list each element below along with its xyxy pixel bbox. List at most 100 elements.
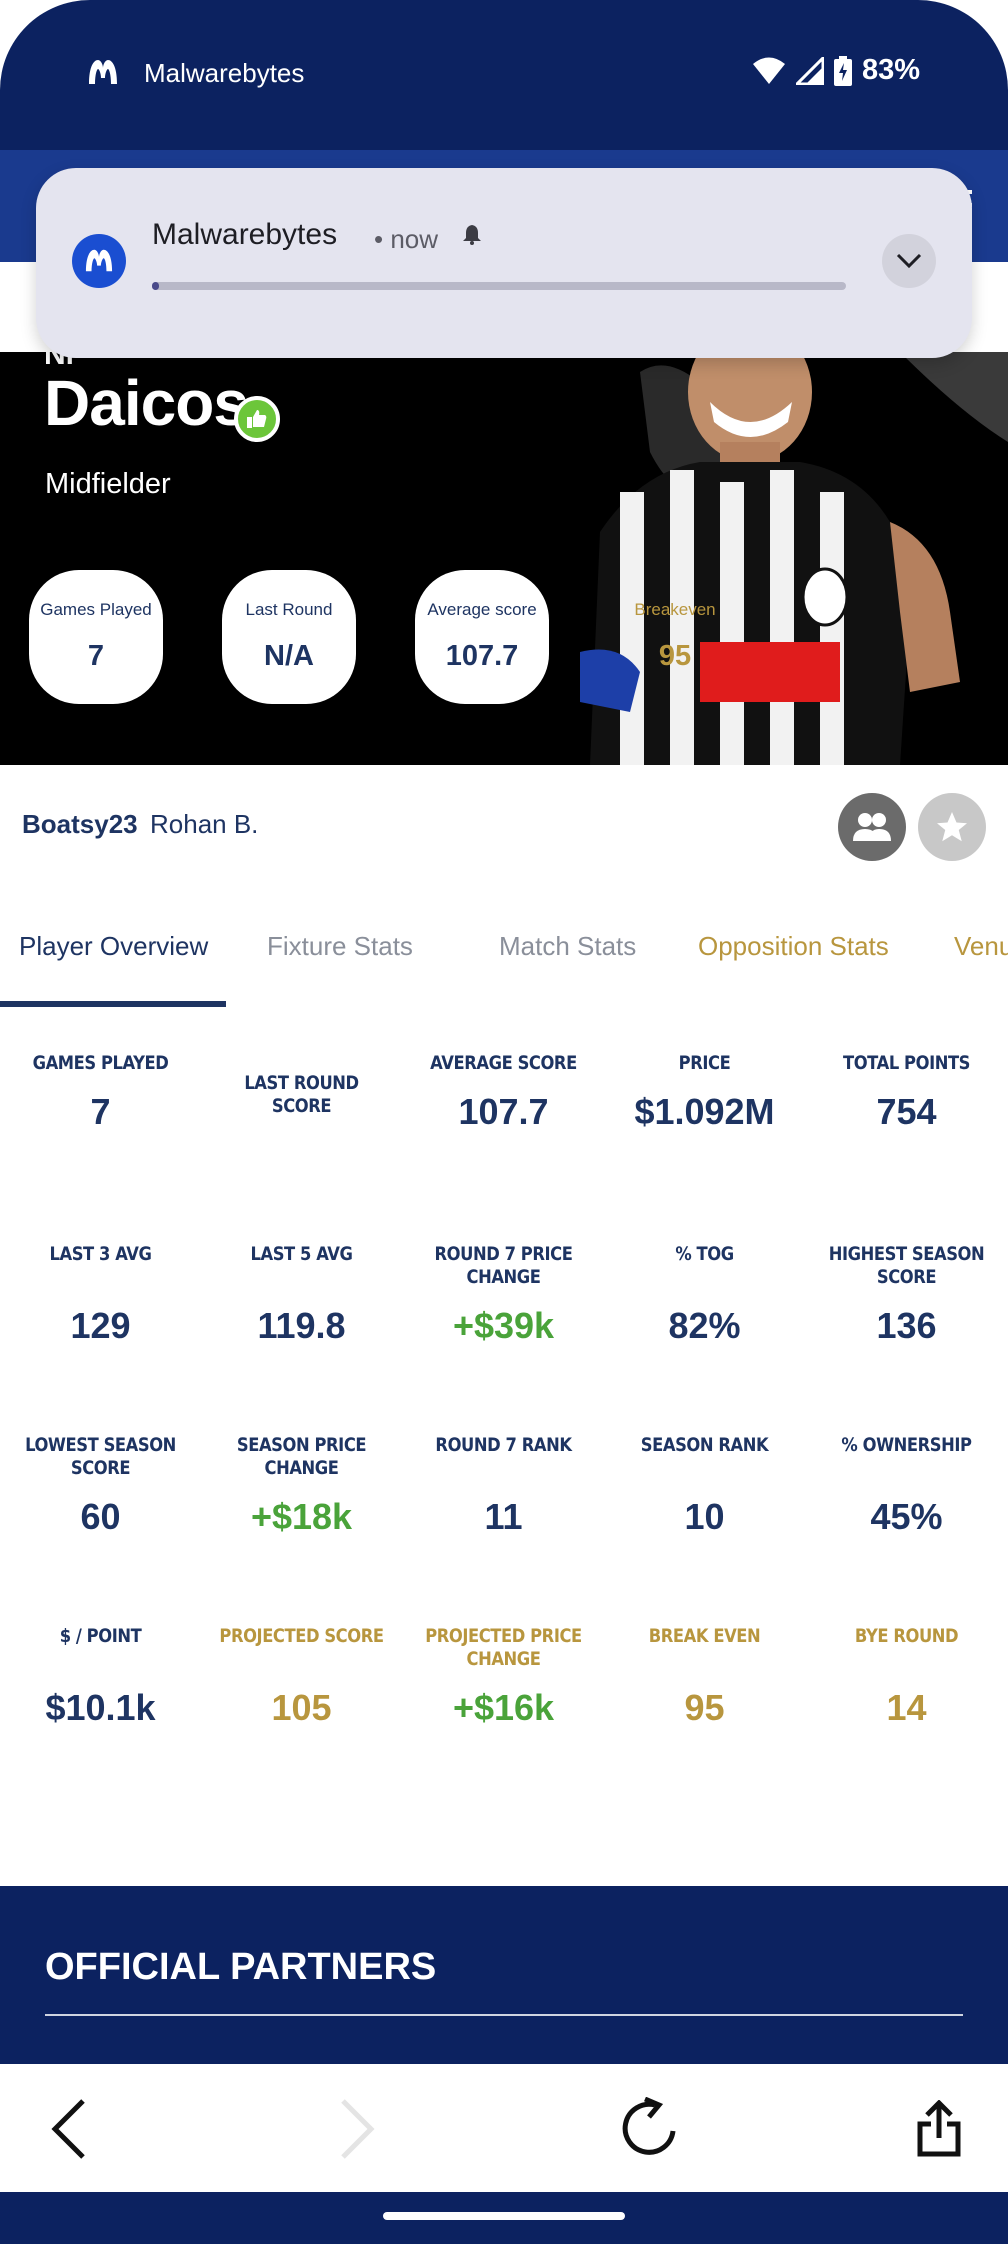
stat-round-7-rank: ROUND 7 RANK 11 — [403, 1434, 604, 1538]
stat-round-7-price-change: ROUND 7 PRICE CHANGE +$39k — [403, 1243, 604, 1347]
stat-break-even: BREAK EVEN 95 — [604, 1625, 805, 1729]
pill-games-played: Games Played 7 — [29, 570, 163, 704]
player-hero: Ni Daicos Midfielder Games Played 7 Last… — [0, 352, 1008, 765]
thumbs-up-icon — [234, 396, 280, 442]
stat-projected-score: PROJECTED SCORE 105 — [201, 1625, 402, 1729]
player-position: Midfielder — [45, 468, 171, 500]
user-row: Boatsy23 Rohan B. — [0, 765, 1008, 885]
forward-button[interactable] — [322, 2094, 392, 2164]
stat-last-5-avg: LAST 5 AVG 119.8 — [201, 1243, 402, 1347]
stat-value: 14 — [886, 1687, 927, 1728]
tab-fixture-stats[interactable]: Fixture Stats — [267, 931, 413, 961]
notification-time: • now — [374, 224, 439, 254]
pill-value: N/A — [264, 640, 314, 672]
stat-label: LAST ROUND SCORE — [244, 1072, 359, 1117]
stat-ownership: % OWNERSHIP 45% — [806, 1434, 1007, 1538]
stat-value: 105 — [271, 1687, 332, 1728]
tab-match-stats[interactable]: Match Stats — [499, 931, 637, 961]
stat-value: 107.7 — [458, 1091, 549, 1132]
bell-icon — [463, 225, 481, 245]
star-icon — [937, 812, 967, 842]
pill-label: Breakeven — [634, 600, 716, 619]
stat-label: SEASON PRICE CHANGE — [236, 1434, 367, 1479]
battery-percentage: 83% — [861, 54, 920, 86]
player-photo — [560, 352, 1008, 765]
tab-opposition-stats[interactable]: Opposition Stats — [698, 931, 889, 961]
stat-value: 129 — [70, 1305, 131, 1346]
stat-label: BYE ROUND — [854, 1625, 959, 1647]
stat-highest-season-score: HIGHEST SEASON SCORE 136 — [806, 1243, 1007, 1347]
stat-label: GAMES PLAYED — [32, 1052, 169, 1074]
stat-value: 7 — [90, 1091, 111, 1132]
user-handle: Boatsy23 — [22, 809, 138, 839]
stat-last-3-avg: LAST 3 AVG 129 — [0, 1243, 201, 1347]
stat-label: % TOG — [675, 1243, 734, 1265]
tab-bar: Player Overview Fixture Stats Match Stat… — [0, 905, 1008, 1009]
people-icon — [853, 813, 891, 841]
pill-value: 7 — [87, 640, 105, 672]
pill-value: 107.7 — [445, 640, 519, 672]
favourite-button[interactable] — [918, 793, 986, 861]
pill-label: Games Played — [40, 600, 152, 619]
player-last-name: Daicos — [44, 367, 249, 439]
stat-projected-price-change: PROJECTED PRICE CHANGE +$16k — [403, 1625, 604, 1729]
stat-value: 10 — [684, 1496, 725, 1537]
chevron-down-icon[interactable] — [882, 234, 936, 288]
malwarebytes-app-icon — [72, 234, 126, 288]
share-button[interactable] — [904, 2094, 974, 2164]
stat-value: 11 — [484, 1496, 523, 1537]
forward-arrow-icon — [341, 2099, 375, 2159]
stat-value: +$39k — [452, 1305, 555, 1346]
stat-price: PRICE $1.092M — [604, 1052, 805, 1133]
stat-label: % OWNERSHIP — [841, 1434, 972, 1456]
notification[interactable]: Malwarebytes • now — [36, 168, 972, 358]
active-tab-indicator — [0, 1001, 226, 1007]
stat-label: PROJECTED SCORE — [219, 1625, 384, 1647]
reload-button[interactable] — [614, 2094, 684, 2164]
stat-value: +$18k — [250, 1496, 353, 1537]
tab-venue[interactable]: Venu — [954, 931, 1008, 961]
tab-player-overview[interactable]: Player Overview — [19, 931, 209, 961]
back-button[interactable] — [34, 2094, 104, 2164]
stat-value: $10.1k — [45, 1687, 156, 1728]
stat-value: 119.8 — [257, 1305, 346, 1346]
stat-label: SEASON RANK — [640, 1434, 769, 1456]
stat-value: 95 — [684, 1687, 725, 1728]
home-gesture-handle[interactable] — [383, 2212, 625, 2220]
wifi-icon — [752, 57, 785, 84]
pill-label: Last Round — [245, 600, 333, 619]
stat-average-score: AVERAGE SCORE 107.7 — [403, 1052, 604, 1133]
status-right: 83% — [752, 54, 920, 87]
pill-label: Average score — [427, 600, 537, 619]
signal-icon — [795, 56, 824, 85]
stat-label: TOTAL POINTS — [842, 1052, 971, 1074]
stat-value: 45% — [870, 1496, 943, 1537]
stat-label: PROJECTED PRICE CHANGE — [425, 1625, 582, 1670]
user-name: Rohan B. — [150, 809, 259, 839]
stat-games-played: GAMES PLAYED 7 — [0, 1052, 201, 1133]
stat-label: LAST 5 AVG — [250, 1243, 353, 1265]
stat-label: ROUND 7 PRICE CHANGE — [434, 1243, 573, 1288]
stat-lowest-season-score: LOWEST SEASON SCORE 60 — [0, 1434, 201, 1538]
notification-app-name: Malwarebytes — [152, 218, 338, 251]
progress-fill — [152, 282, 159, 290]
stat-last-round-score: LAST ROUND SCORE — [201, 1072, 402, 1134]
stat-total-points: TOTAL POINTS 754 — [806, 1052, 1007, 1133]
stat-label: ROUND 7 RANK — [435, 1434, 572, 1456]
stat-dollar-per-point: $ / POINT $10.1k — [0, 1625, 201, 1729]
pill-breakeven: Breakeven 95 — [608, 570, 742, 704]
pill-value: 95 — [658, 640, 692, 672]
compare-players-button[interactable] — [838, 793, 906, 861]
stat-tog: % TOG 82% — [604, 1243, 805, 1347]
status-app-name: Malwarebytes — [144, 57, 305, 88]
reload-icon — [622, 2097, 676, 2155]
pill-average-score: Average score 107.7 — [415, 570, 549, 704]
stat-label: HIGHEST SEASON SCORE — [828, 1243, 985, 1288]
battery-charging-icon — [833, 55, 852, 86]
divider — [45, 2014, 963, 2016]
pill-last-round: Last Round N/A — [222, 570, 356, 704]
malwarebytes-logo-icon — [89, 60, 117, 84]
stat-season-rank: SEASON RANK 10 — [604, 1434, 805, 1538]
official-partners-section: OFFICIAL PARTNERS — [0, 1886, 1008, 2064]
